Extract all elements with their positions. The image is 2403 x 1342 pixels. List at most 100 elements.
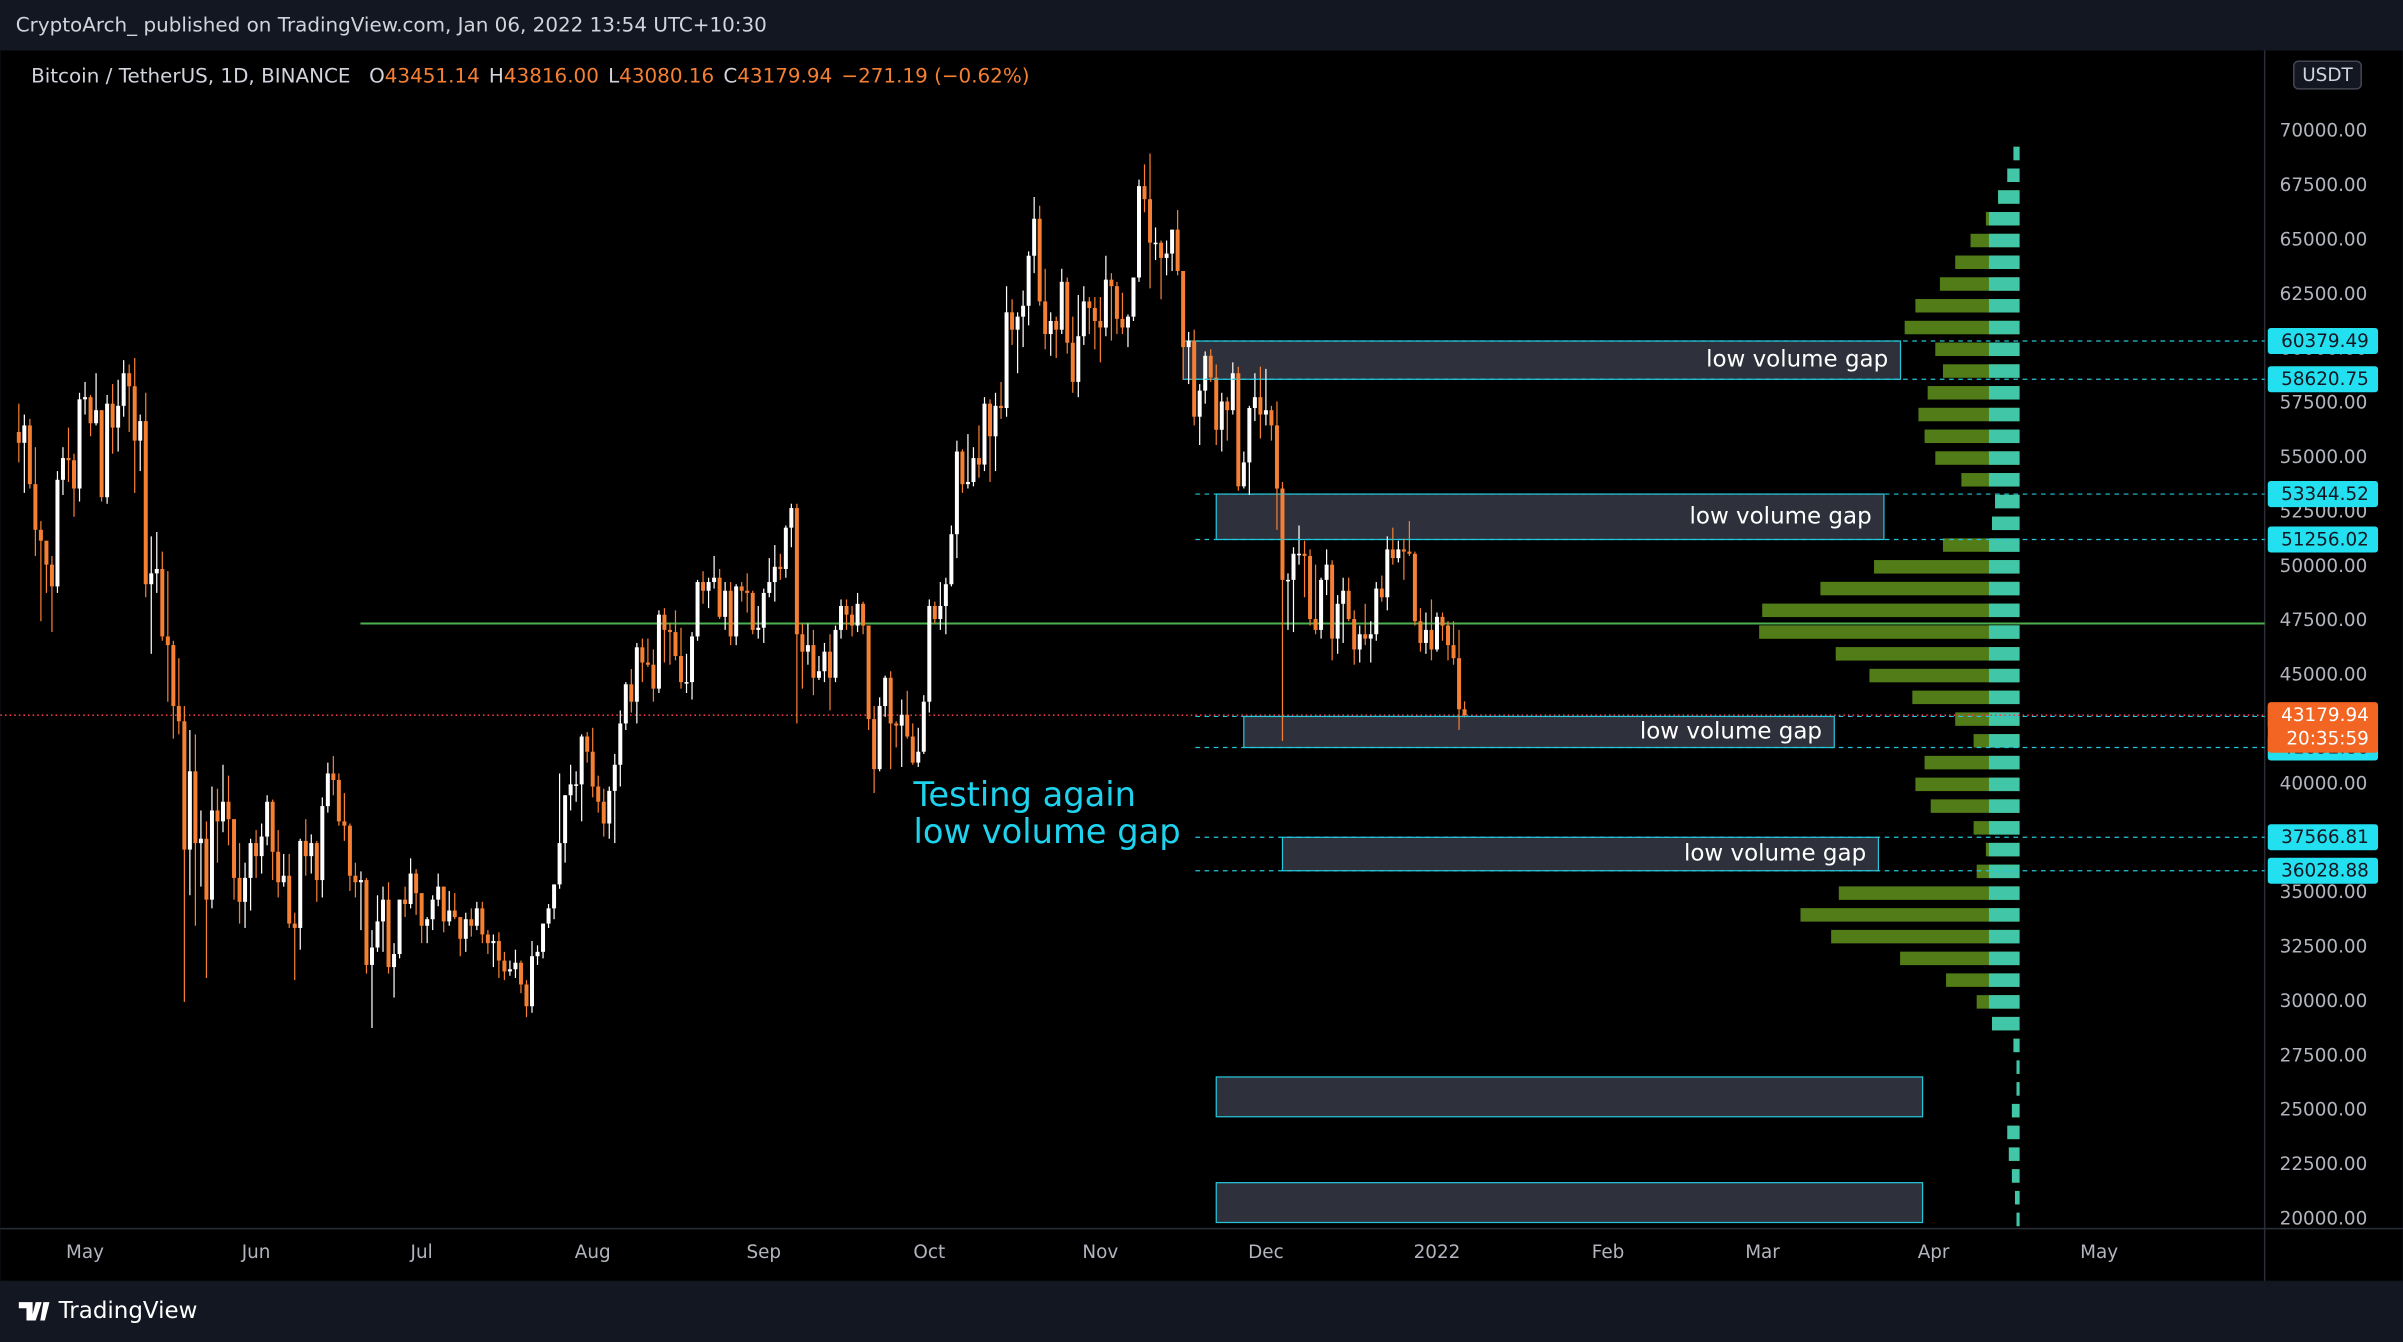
candle-body	[899, 714, 904, 726]
candle-body	[1236, 373, 1241, 487]
candle-body	[121, 373, 126, 406]
candle-body	[767, 582, 772, 593]
candle-body	[55, 479, 60, 587]
candle-body	[105, 403, 110, 498]
candle-body	[397, 899, 402, 955]
candle-body	[778, 566, 783, 569]
y-tick-label: 22500.00	[2280, 1154, 2368, 1175]
y-tick-label: 65000.00	[2280, 230, 2368, 251]
candle-body	[381, 899, 386, 922]
volume-row-inner	[1988, 581, 2020, 596]
volume-row-inner	[1988, 364, 2020, 378]
zone	[1215, 1076, 1924, 1118]
candle-body	[287, 875, 292, 924]
candle-body	[88, 397, 93, 424]
candle-body	[629, 684, 634, 702]
candle-body	[1308, 555, 1313, 620]
candle-body	[1087, 301, 1092, 308]
volume-row-inner	[1988, 951, 2020, 966]
volume-row-inner	[2011, 1169, 2020, 1183]
footer-logo	[18, 1302, 50, 1321]
volume-row-inner	[1988, 386, 2020, 400]
candle-body	[375, 921, 380, 948]
candle-body	[1451, 645, 1456, 659]
candle-body	[971, 458, 976, 482]
candle-body	[358, 880, 363, 883]
candle-body	[1159, 242, 1164, 258]
volume-row-inner	[1988, 429, 2020, 444]
candle-body	[601, 801, 606, 824]
volume-row-inner	[1988, 929, 2020, 944]
candle-body	[1274, 425, 1279, 489]
candle-body	[618, 723, 623, 765]
y-tick-label: 30000.00	[2280, 991, 2368, 1012]
candle-body	[745, 590, 750, 593]
candle-body	[259, 836, 264, 857]
y-tick-label: 25000.00	[2280, 1100, 2368, 1121]
candle-body	[237, 877, 242, 902]
candle-body	[579, 736, 584, 785]
candle-body	[347, 825, 352, 876]
candle-body	[607, 790, 612, 824]
volume-row	[1759, 625, 2020, 639]
candle-body	[254, 843, 259, 857]
volume-row-inner	[1991, 516, 2020, 531]
candle-body	[712, 577, 717, 583]
candle-body	[49, 564, 54, 587]
candle-body	[1197, 390, 1202, 417]
candle-body	[298, 840, 303, 928]
x-tick-label: Sep	[746, 1242, 781, 1263]
candle-body	[171, 645, 176, 707]
y-tick-label: 27500.00	[2280, 1045, 2368, 1066]
volume-row-inner	[1995, 494, 2020, 509]
candle-body	[651, 664, 656, 689]
volume-row-inner	[2007, 168, 2020, 182]
candle-body	[232, 819, 237, 878]
candle-body	[910, 736, 915, 763]
volume-row-inner	[1988, 342, 2020, 357]
volume-row-inner	[1988, 864, 2020, 879]
currency[interactable]: USDT	[2302, 65, 2353, 86]
candle-body	[1446, 625, 1450, 646]
last-price-box	[2267, 702, 2379, 753]
candle-body	[634, 647, 639, 702]
candle-body	[656, 614, 661, 689]
level-label: 36028.88	[2281, 861, 2369, 882]
volume-row	[1835, 647, 2020, 661]
candle-body	[811, 645, 816, 678]
volume-row	[1838, 886, 2020, 900]
candle-body	[877, 706, 882, 770]
y-tick-label: 67500.00	[2280, 175, 2368, 196]
currency-box[interactable]	[2293, 60, 2362, 90]
candle-body	[154, 568, 159, 574]
candle-body	[33, 484, 38, 530]
candle-body	[954, 451, 959, 535]
candle-body	[16, 431, 21, 443]
candle-body	[568, 784, 573, 796]
volume-row	[1831, 929, 2020, 944]
change: −271.19 (−0.62%)	[841, 64, 1029, 87]
candle-body	[94, 410, 99, 424]
candle-body	[77, 399, 82, 489]
candle-body	[110, 403, 115, 428]
volume-row-inner	[1988, 560, 2020, 574]
candle-body	[557, 843, 562, 885]
candle-body	[1285, 579, 1290, 582]
candle-body	[386, 899, 391, 968]
candle-body	[684, 682, 689, 684]
candle-body	[1385, 549, 1390, 598]
candle-body	[667, 629, 672, 633]
candle-body	[552, 884, 557, 909]
x-tick-label: Feb	[1592, 1242, 1625, 1263]
volume-row	[1762, 603, 2020, 618]
ohlc-key: O	[369, 64, 385, 87]
candle-body	[1054, 320, 1059, 330]
candle-body	[1429, 629, 1434, 650]
ohlc-value: 43080.16	[619, 64, 714, 87]
ohlc-key: C	[723, 64, 737, 87]
candle-body	[1021, 305, 1026, 317]
candle-body	[855, 603, 860, 626]
candle-body	[265, 801, 270, 837]
